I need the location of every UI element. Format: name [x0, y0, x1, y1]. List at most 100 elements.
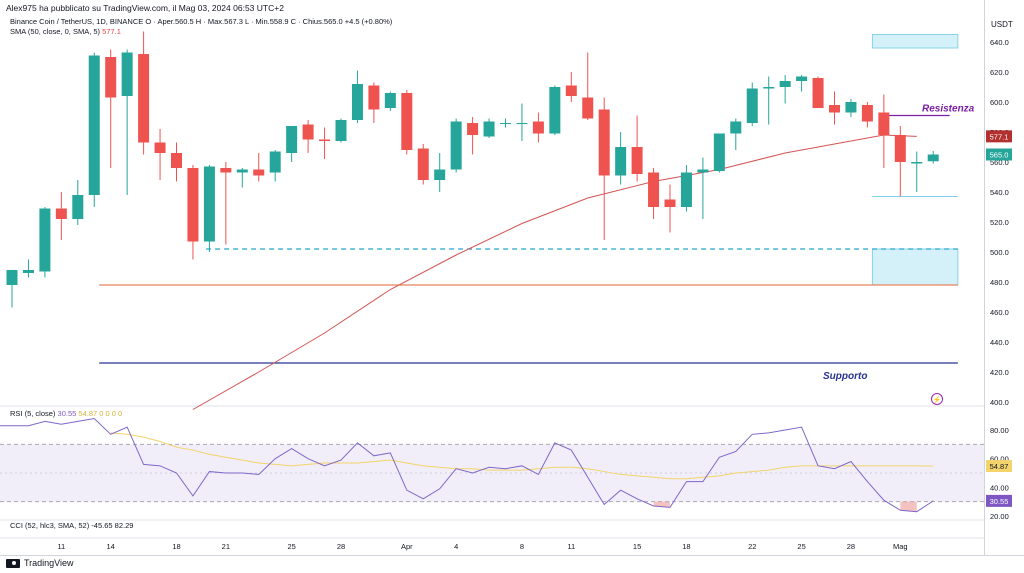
- time-tick-label: 28: [337, 542, 345, 551]
- rsi-label: RSI (5, close): [10, 409, 56, 418]
- price-tick-label: 400.0: [990, 398, 1009, 407]
- price-tick-label: 540.0: [990, 188, 1009, 197]
- candles: [6, 31, 939, 308]
- candle-down: [55, 208, 67, 219]
- candle-up: [796, 76, 808, 81]
- candle-down: [894, 135, 906, 162]
- candle-down: [861, 105, 873, 122]
- ohlc-values: O · Aper.560.5 H · Max.567.3 L · Min.558…: [145, 17, 393, 26]
- candle-up: [121, 52, 133, 96]
- candle-down: [417, 148, 429, 180]
- time-tick-label: 8: [520, 542, 524, 551]
- candle-down: [829, 105, 840, 113]
- price-tick-label: 480.0: [990, 278, 1009, 287]
- sma-line: [192, 134, 917, 410]
- candle-down: [138, 54, 150, 143]
- candle-up: [730, 121, 742, 134]
- price-tick-label: 620.0: [990, 68, 1009, 77]
- axes: USDT 400.0 420.0 440.0 460.0 480.0 500.0 520.0 5…: [57, 20, 1012, 551]
- alert-icon-glyph: ⚡: [933, 395, 942, 404]
- candle-up: [680, 172, 692, 207]
- candle-down: [319, 139, 331, 141]
- sma-legend[interactable]: SMA (50, close, 0, SMA, 5) 577.1: [10, 27, 121, 36]
- candle-down: [565, 85, 577, 96]
- time-tick-label: 25: [287, 542, 295, 551]
- candle-down: [664, 199, 676, 207]
- price-tick-label: 520.0: [990, 218, 1009, 227]
- annotation-supporto: Supporto: [823, 371, 867, 382]
- time-tick-label: 14: [107, 542, 115, 551]
- rsi-ma-axis-label-text: 54.87: [990, 462, 1009, 471]
- price-grid: [0, 0, 1024, 556]
- sma-label: SMA (50, close, 0, SMA, 5): [10, 27, 101, 36]
- rsi-axis-label: 30.55: [986, 494, 1012, 507]
- candle-up: [927, 154, 939, 162]
- time-tick-label: 4: [454, 542, 458, 551]
- candle-up: [6, 270, 18, 285]
- candle-up: [22, 270, 34, 273]
- price-tick-label: 420.0: [990, 368, 1009, 377]
- candle-up: [549, 87, 561, 134]
- time-tick-label: 18: [682, 542, 690, 551]
- time-tick-label: 22: [748, 542, 756, 551]
- level-zone-mid: [871, 248, 959, 286]
- price-tick-label: 640.0: [990, 38, 1009, 47]
- candle-down: [812, 78, 824, 108]
- time-tick-label: 25: [797, 542, 805, 551]
- time-tick-label: 28: [847, 542, 855, 551]
- rsi-ma-axis-label-bg: [986, 460, 1012, 473]
- last-price-axis-label-bg: [986, 148, 1012, 161]
- footer[interactable]: TradingView: [6, 558, 74, 568]
- candle-down: [253, 169, 265, 176]
- time-tick-label: 11: [57, 542, 65, 551]
- sma-value: 577.1: [102, 27, 121, 36]
- candle-down: [187, 168, 199, 242]
- rsi-legend[interactable]: RSI (5, close) 30.55 54.87 0 0 0 0: [10, 409, 122, 418]
- candle-down: [302, 124, 314, 140]
- cci-value2: 82.29: [114, 521, 134, 530]
- rsi-ma-line: [110, 432, 934, 480]
- time-tick-label: 15: [633, 542, 641, 551]
- candle-up: [434, 169, 446, 180]
- candle-up: [845, 102, 857, 113]
- rsi-tick-label: 60.00: [990, 455, 1009, 464]
- candle-up: [746, 88, 758, 123]
- candle-down: [220, 168, 232, 173]
- candle-up: [911, 162, 923, 164]
- candle-up: [269, 151, 281, 173]
- price-tick-label: 600.0: [990, 98, 1009, 107]
- rsi-tick-label: 40.00: [990, 483, 1009, 492]
- cci-label: CCI (52, hlc3, SMA, 52): [10, 521, 90, 530]
- candle-up: [351, 84, 363, 120]
- candle-up: [335, 120, 347, 141]
- candle-up: [72, 195, 84, 219]
- candle-down: [467, 123, 479, 135]
- rsi-oversold-fill: [653, 501, 917, 512]
- price-tick-label: 460.0: [990, 308, 1009, 317]
- candle-up: [450, 121, 462, 170]
- candle-up: [713, 133, 725, 171]
- candle-up: [88, 55, 100, 195]
- price-tick-label: 440.0: [990, 338, 1009, 347]
- candle-up: [286, 126, 298, 153]
- sma-axis-label: 577.1: [986, 130, 1012, 143]
- symbol-legend[interactable]: Binance Coin / TetherUS, 1D, BINANCE O ·…: [10, 17, 392, 26]
- rsi-extra: 54.87 0 0 0 0: [78, 409, 123, 418]
- candle-down: [401, 93, 413, 150]
- tradingview-logo-icon: [6, 558, 20, 568]
- candle-down: [154, 142, 166, 153]
- rsi-value: 30.55: [57, 409, 77, 418]
- sma-axis-label-bg: [986, 130, 1012, 143]
- rsi-tick-label: 20.00: [990, 512, 1009, 521]
- candle-up: [236, 169, 248, 173]
- candle-up: [763, 87, 775, 89]
- candle-down: [532, 121, 544, 134]
- candle-up: [203, 166, 215, 242]
- candle-down: [368, 85, 380, 110]
- rsi-axis-label-text: 30.55: [990, 497, 1009, 506]
- cci-legend[interactable]: CCI (52, hlc3, SMA, 52) -45.65 82.29: [10, 521, 133, 530]
- published-header: Alex975 ha pubblicato su TradingView.com…: [6, 3, 284, 13]
- candle-up: [384, 93, 396, 108]
- time-tick-label: 18: [172, 542, 180, 551]
